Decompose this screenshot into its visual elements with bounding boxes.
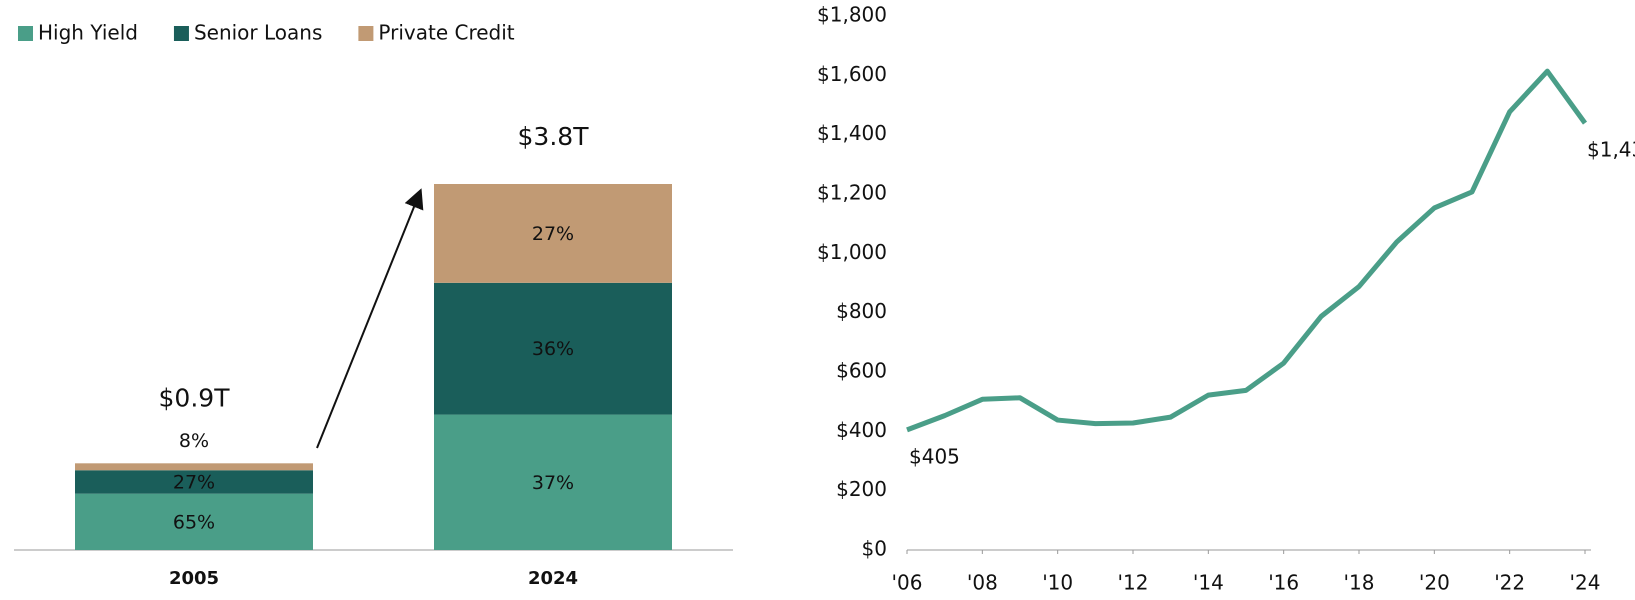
y-tick-label: $1,600 xyxy=(817,62,887,86)
y-tick-label: $200 xyxy=(836,477,887,501)
legend-swatch xyxy=(18,26,33,41)
growth-arrow xyxy=(316,188,424,449)
bar-segment xyxy=(75,470,313,494)
legend-swatch xyxy=(173,26,189,41)
y-tick-label: $400 xyxy=(836,418,887,442)
bar-segment xyxy=(75,463,313,471)
legend-label: High Yield xyxy=(38,21,138,45)
x-tick-label: '16 xyxy=(1268,571,1299,595)
y-tick-label: $1,800 xyxy=(817,3,887,27)
x-tick-label: '14 xyxy=(1193,571,1224,595)
data-label: 37% xyxy=(532,472,574,494)
data-label: 27% xyxy=(173,471,215,493)
x-tick-label: '18 xyxy=(1344,571,1375,595)
legend-label: Private Credit xyxy=(378,21,514,45)
data-label: $1,439 xyxy=(1587,138,1635,162)
data-label: $405 xyxy=(909,444,960,468)
y-tick-label: $1,400 xyxy=(817,121,887,145)
x-tick-label: '24 xyxy=(1570,571,1601,595)
data-label: 27% xyxy=(532,223,574,245)
bar-segment xyxy=(75,493,313,550)
x-tick-label: 2024 xyxy=(528,568,578,589)
data-label: 8% xyxy=(179,430,209,452)
x-tick-label: '06 xyxy=(892,571,923,595)
y-tick-label: $600 xyxy=(836,359,887,383)
bar-segment xyxy=(434,414,672,550)
y-tick-label: $1,200 xyxy=(817,181,887,205)
data-label: 36% xyxy=(532,338,574,360)
total-label: $3.8T xyxy=(518,122,590,151)
data-label: 65% xyxy=(173,511,215,533)
x-tick-label: 2005 xyxy=(169,568,219,589)
legend-swatch xyxy=(358,26,374,41)
x-tick-label: '08 xyxy=(967,571,998,595)
legend-label: Senior Loans xyxy=(194,21,322,45)
total-label: $0.9T xyxy=(159,383,231,412)
y-tick-label: $800 xyxy=(836,299,887,323)
bar-segment xyxy=(434,184,672,283)
y-tick-label: $0 xyxy=(862,537,887,561)
bar-segment xyxy=(434,282,672,415)
y-tick-label: $1,000 xyxy=(817,240,887,264)
x-tick-label: '12 xyxy=(1118,571,1149,595)
x-tick-label: '10 xyxy=(1042,571,1073,595)
x-tick-label: '20 xyxy=(1419,571,1450,595)
line xyxy=(906,68,1588,433)
x-tick-label: '22 xyxy=(1494,571,1525,595)
